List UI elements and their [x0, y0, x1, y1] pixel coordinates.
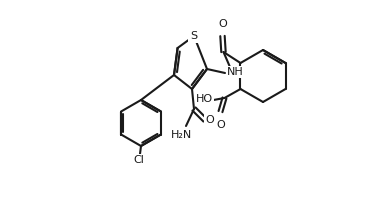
Text: HO: HO	[196, 94, 213, 104]
Text: O: O	[206, 115, 215, 125]
Text: S: S	[191, 31, 197, 41]
Text: Cl: Cl	[133, 155, 144, 165]
Text: O: O	[216, 120, 225, 130]
Text: O: O	[218, 19, 227, 29]
Text: NH: NH	[227, 67, 244, 77]
Text: H₂N: H₂N	[171, 130, 192, 140]
